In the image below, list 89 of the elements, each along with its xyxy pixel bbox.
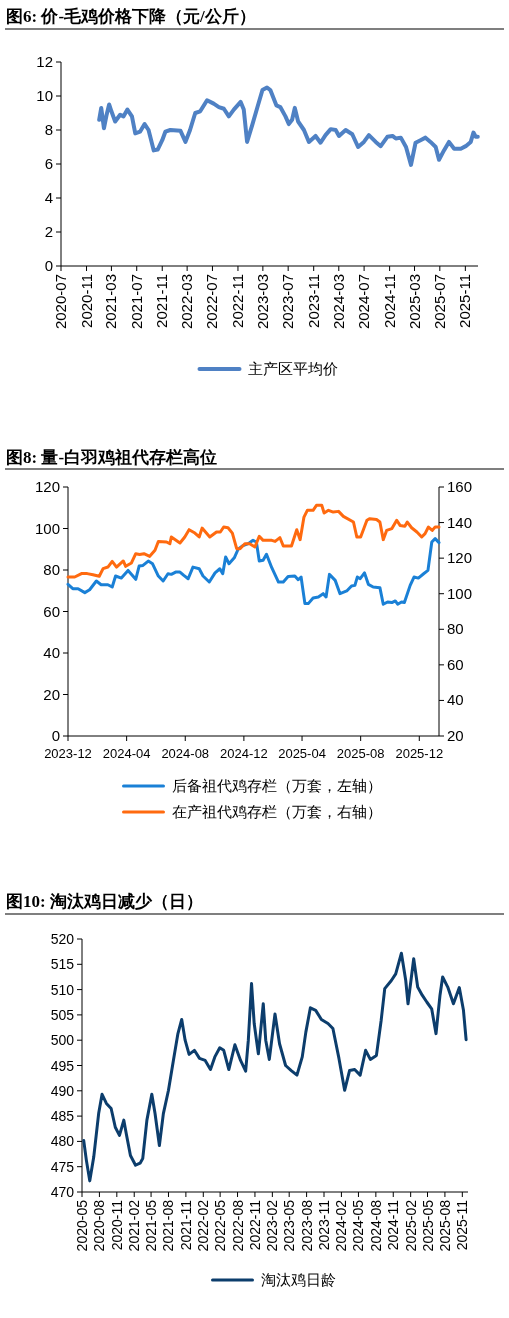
y2-tick-label: 140 (447, 513, 473, 531)
y2-tick-label: 80 (447, 620, 464, 638)
x-tick-label: 2022-05 (212, 1199, 229, 1252)
x-tick-label: 2023-11 (316, 1199, 333, 1251)
y-tick-label: 60 (43, 602, 60, 620)
x-tick-label: 2025-11 (456, 274, 474, 328)
x-tick-label: 2023-02 (264, 1199, 281, 1252)
x-tick-label: 2023-11 (304, 274, 322, 328)
x-tick-label: 2022-08 (229, 1199, 246, 1252)
y2-tick-label: 160 (447, 478, 473, 495)
y-tick-label: 4 (44, 189, 53, 206)
y-tick-label: 80 (43, 561, 60, 578)
x-tick-label: 2023-07 (279, 274, 297, 330)
x-tick-label: 2020-11 (77, 274, 95, 328)
y2-tick-label: 60 (447, 655, 464, 673)
x-tick-label: 2022-02 (195, 1199, 212, 1252)
x-tick-label: 2023-03 (253, 274, 271, 330)
x-tick-label: 2024-05 (350, 1199, 367, 1252)
x-tick-label: 2024-11 (380, 274, 398, 328)
x-tick-label: 2021-11 (153, 274, 171, 328)
x-tick-label: 2022-07 (203, 274, 221, 330)
x-tick-label: 2024-08 (161, 746, 210, 761)
x-tick-label: 2025-02 (402, 1199, 419, 1252)
legend-label: 主产区平均价 (247, 360, 338, 377)
x-tick-label: 2021-11 (177, 1199, 194, 1251)
y-tick-label: 470 (50, 1184, 75, 1200)
x-tick-label: 2024-11 (385, 1199, 402, 1251)
y-tick-label: 500 (50, 1032, 75, 1049)
x-tick-label: 2024-12 (220, 746, 268, 761)
legend-label: 后备祖代鸡存栏（万套，左轴） (171, 777, 382, 794)
legend-label: 在产祖代鸡存栏（万套，右轴） (171, 803, 382, 820)
legend: 主产区平均价 (197, 360, 338, 377)
x-tick-label: 2023-08 (298, 1199, 315, 1252)
x-tick-label: 2024-07 (355, 274, 373, 330)
x-tick-label: 2021-07 (127, 274, 145, 330)
y-tick-label: 40 (43, 644, 60, 661)
y-tick-label: 12 (36, 53, 53, 70)
x-tick-label: 2021-03 (102, 274, 120, 330)
chart-title: 图8: 量-白羽鸡祖代存栏高位 (6, 448, 218, 467)
y-tick-label: 485 (50, 1108, 75, 1125)
y-tick-label: 475 (50, 1158, 75, 1175)
y-tick-label: 490 (50, 1082, 75, 1099)
y-tick-label: 515 (50, 956, 75, 973)
y-tick-label: 520 (50, 931, 75, 947)
chart-title: 图6: 价-毛鸡价格下降（元/公斤） (6, 7, 256, 26)
y-tick-label: 0 (44, 257, 53, 274)
x-tick-label: 2020-05 (74, 1199, 90, 1252)
x-tick-label: 2021-05 (143, 1199, 160, 1252)
y-tick-label: 505 (50, 1006, 75, 1023)
x-tick-label: 2022-11 (246, 1199, 263, 1251)
x-tick-label: 2025-12 (395, 746, 444, 761)
y-tick-label: 8 (44, 121, 53, 138)
x-tick-label: 2023-05 (281, 1199, 298, 1252)
x-tick-label: 2020-07 (52, 274, 69, 330)
x-tick-label: 2024-03 (329, 274, 347, 330)
x-tick-label: 2025-11 (454, 1199, 471, 1251)
y-tick-label: 120 (34, 478, 60, 495)
x-tick-label: 2025-05 (419, 1199, 436, 1252)
y-tick-label: 6 (44, 155, 53, 172)
y2-tick-label: 120 (447, 549, 473, 567)
x-tick-label: 2021-08 (160, 1199, 177, 1252)
legend-label: 淘汰鸡日龄 (260, 1271, 336, 1288)
x-tick-label: 2025-04 (278, 746, 326, 761)
y-tick-label: 10 (36, 87, 53, 104)
y-tick-label: 480 (50, 1133, 75, 1150)
x-tick-label: 2025-08 (336, 746, 385, 761)
x-tick-label: 2025-08 (436, 1199, 453, 1252)
y-tick-label: 2 (44, 223, 53, 240)
y-tick-label: 510 (50, 981, 75, 998)
x-tick-label: 2020-08 (91, 1199, 108, 1252)
y2-tick-label: 100 (447, 584, 473, 602)
y-tick-label: 20 (43, 685, 60, 703)
x-tick-label: 2020-11 (108, 1199, 125, 1251)
x-tick-label: 2022-03 (178, 274, 196, 330)
y2-tick-label: 40 (447, 691, 464, 709)
x-tick-label: 2025-03 (405, 274, 423, 330)
x-tick-label: 2025-07 (430, 274, 448, 330)
x-tick-label: 2022-11 (228, 274, 246, 328)
x-tick-label: 2021-02 (126, 1199, 143, 1252)
x-tick-label: 2024-08 (367, 1199, 384, 1252)
x-tick-label: 2024-02 (333, 1199, 350, 1252)
chart-title: 图10: 淘汰鸡日减少（日） (6, 892, 203, 911)
x-tick-label: 2023-12 (44, 746, 92, 761)
y2-tick-label: 20 (447, 727, 464, 744)
y-tick-label: 100 (34, 519, 60, 537)
y-tick-label: 495 (50, 1057, 75, 1074)
x-tick-label: 2024-04 (102, 746, 151, 761)
legend: 淘汰鸡日龄 (211, 1271, 336, 1288)
y-tick-label: 0 (51, 727, 60, 744)
